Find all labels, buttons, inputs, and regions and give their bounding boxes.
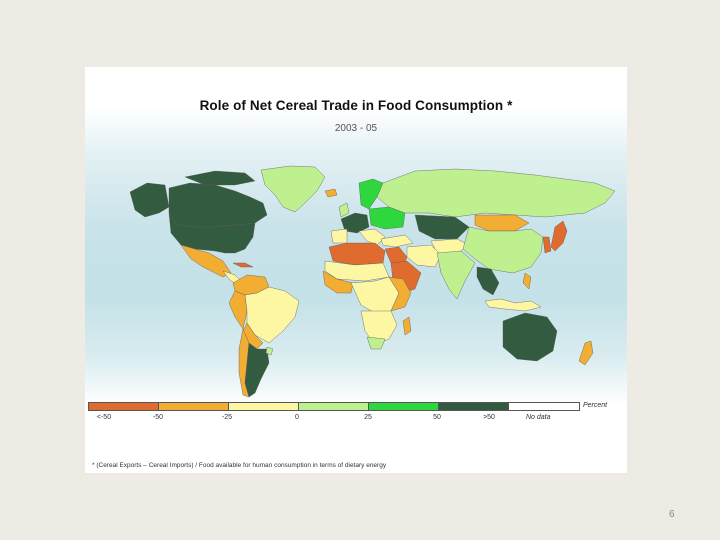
legend-color-scale — [88, 402, 580, 411]
map-title: Role of Net Cereal Trade in Food Consump… — [199, 98, 513, 113]
region-japan — [550, 220, 568, 252]
legend-swatch-minus-25-to-0 — [228, 403, 298, 410]
region-turkey — [380, 234, 414, 248]
legend-tick-label: 0 — [295, 414, 299, 421]
region-alaska — [129, 182, 170, 218]
region-west-africa — [322, 270, 354, 294]
region-indonesia — [484, 298, 542, 312]
legend-swatch-no-data — [508, 403, 579, 410]
region-southern-africa — [360, 310, 398, 346]
map-figure: Role of Net Cereal Trade in Food Consump… — [85, 67, 627, 473]
region-southeast-asia — [476, 266, 500, 296]
legend-swatch-minus-50-to-minus-25 — [158, 403, 228, 410]
region-peru — [228, 290, 248, 330]
world-map — [129, 165, 616, 398]
map-footnote: * (Cereal Exports – Cereal Imports) / Fo… — [92, 462, 387, 469]
region-south-africa — [366, 336, 386, 350]
legend-tick-label: -50 — [152, 414, 164, 421]
region-southern-europe — [358, 228, 386, 246]
region-new-zealand — [578, 340, 594, 366]
region-mongolia — [474, 214, 530, 232]
region-central-africa — [350, 276, 400, 314]
region-east-africa — [388, 276, 412, 312]
region-korea — [542, 236, 552, 254]
page-number: 6 — [669, 509, 675, 520]
region-uruguay — [265, 346, 274, 356]
legend-tick-label: 25 — [364, 414, 372, 421]
region-arctic-islands — [184, 170, 256, 186]
legend-swatch-gt-50 — [438, 403, 508, 410]
region-australia — [502, 312, 558, 362]
region-madagascar — [402, 316, 412, 336]
map-period: 2003 - 05 — [334, 123, 378, 134]
region-north-africa — [328, 242, 386, 266]
legend-tick-label: <-50 — [96, 414, 112, 421]
legend-tick-label: -25 — [221, 414, 233, 421]
legend-tick-label: >50 — [483, 414, 495, 421]
region-canada — [168, 182, 268, 228]
legend-unit-label: Percent — [583, 402, 608, 409]
region-brazil — [244, 286, 300, 344]
region-philippines — [522, 272, 532, 290]
region-iberia — [330, 228, 348, 244]
region-cuba — [232, 262, 254, 268]
region-india — [436, 250, 476, 300]
legend-swatch-0-to-25 — [298, 403, 368, 410]
region-argentina — [244, 342, 270, 398]
region-uk — [338, 202, 350, 218]
region-china — [462, 226, 544, 274]
region-sahel — [324, 260, 390, 282]
legend-swatch-25-to-50 — [368, 403, 438, 410]
region-russia — [376, 168, 616, 218]
region-kazakhstan — [414, 214, 470, 240]
legend-no-data-label: No data — [526, 414, 551, 421]
region-iceland — [324, 188, 338, 198]
legend-swatch-lt-minus-50 — [89, 403, 158, 410]
region-iran — [406, 244, 442, 268]
region-greenland — [260, 165, 326, 213]
legend-tick-label: 50 — [433, 414, 441, 421]
